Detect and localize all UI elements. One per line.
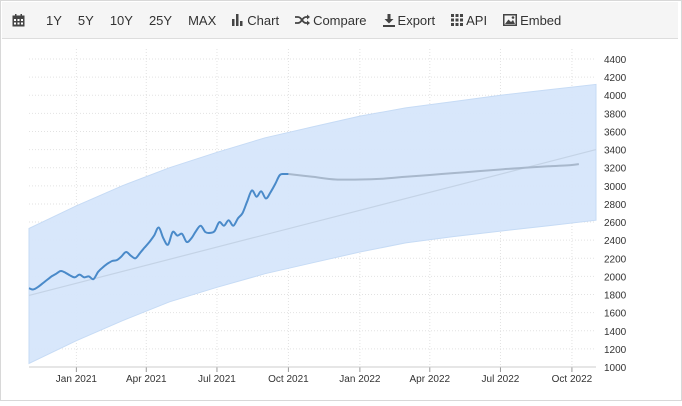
- range-max-button[interactable]: MAX: [188, 12, 217, 28]
- chart-area: 1000 1200 1400 1600 1800 2000 2200 2400 2600 2800…: [1, 39, 681, 401]
- y-tick-label: 3600: [604, 127, 627, 138]
- y-tick-label: 3800: [604, 109, 627, 120]
- calendar-icon: [12, 13, 25, 26]
- export-button-label: Export: [397, 12, 436, 28]
- api-button[interactable]: API: [443, 2, 495, 38]
- shuffle-icon: [295, 14, 311, 26]
- range-25y-button[interactable]: 25Y: [148, 12, 173, 28]
- range-10y-button[interactable]: 10Y: [109, 12, 133, 28]
- y-tick-label: 1200: [604, 345, 627, 356]
- image-icon: [503, 14, 518, 26]
- x-tick-label: Apr 2022: [409, 374, 450, 385]
- y-tick-label: 4000: [604, 91, 627, 102]
- x-tick-label: Jul 2021: [198, 374, 236, 385]
- y-tick-label: 3000: [604, 182, 627, 193]
- trend-line: [28, 149, 597, 297]
- actual-line: [28, 172, 289, 291]
- export-button[interactable]: Export: [375, 2, 444, 38]
- y-tick-label: 2200: [604, 254, 627, 265]
- y-tick-label: 3400: [604, 146, 627, 157]
- chart-toolbar: 1Y 5Y 10Y 25Y MAX Chart Compare Export: [2, 2, 678, 39]
- x-tick-label: Jul 2022: [482, 374, 520, 385]
- download-icon: [382, 13, 395, 27]
- line-chart[interactable]: 1000 1200 1400 1600 1800 2000 2200 2400 2600 2800…: [1, 39, 681, 401]
- y-tick-label: 1000: [604, 363, 627, 374]
- y-tick-label: 4400: [604, 55, 627, 66]
- api-button-label: API: [466, 12, 488, 28]
- confidence-band: [28, 83, 597, 365]
- compare-button-label: Compare: [313, 12, 367, 28]
- y-tick-label: 2400: [604, 236, 627, 247]
- x-tick-label: Oct 2021: [268, 374, 309, 385]
- y-tick-label: 2800: [604, 200, 627, 211]
- range-5y-button[interactable]: 5Y: [77, 12, 94, 28]
- x-tick-label: Jan 2022: [339, 374, 381, 385]
- y-tick-label: 2000: [604, 272, 627, 283]
- y-tick-label: 4200: [604, 73, 627, 84]
- compare-button[interactable]: Compare: [287, 2, 374, 38]
- embed-button[interactable]: Embed: [495, 2, 569, 38]
- x-tick-label: Apr 2021: [126, 374, 167, 385]
- y-tick-label: 1600: [604, 309, 627, 320]
- y-tick-label: 2600: [604, 218, 627, 229]
- embed-button-label: Embed: [520, 12, 562, 28]
- chart-button-label: Chart: [247, 12, 280, 28]
- y-tick-label: 1400: [604, 327, 627, 338]
- y-tick-label: 3200: [604, 164, 627, 175]
- chart-button[interactable]: Chart: [224, 2, 287, 38]
- range-1y-button[interactable]: 1Y: [46, 12, 62, 28]
- forecast-line: [288, 163, 580, 181]
- grid-icon: [451, 14, 464, 26]
- bar-chart-icon: [232, 14, 243, 26]
- y-tick-label: 1800: [604, 291, 627, 302]
- x-tick-label: Oct 2022: [552, 374, 593, 385]
- calendar-button[interactable]: [2, 2, 38, 38]
- x-tick-label: Jan 2021: [56, 374, 98, 385]
